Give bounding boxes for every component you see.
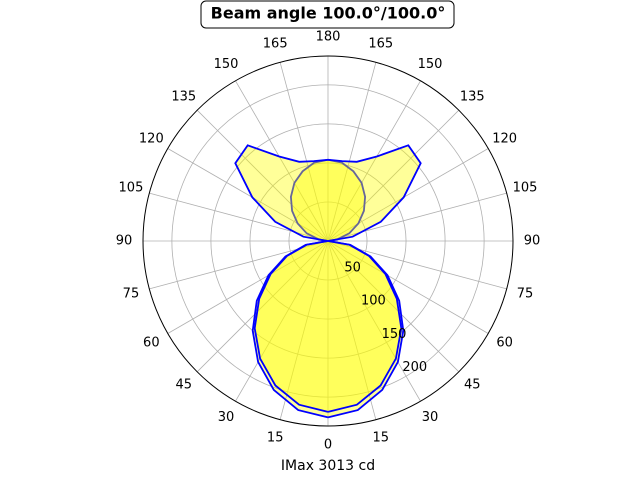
- grid-line: [196, 240, 329, 373]
- theta-tick-label: 165: [368, 36, 393, 51]
- grid-line: [167, 240, 329, 334]
- grid-line: [279, 240, 329, 420]
- r-tick-label: 200: [402, 360, 427, 375]
- theta-tick-label: 15: [373, 431, 390, 446]
- series-area: [252, 159, 328, 418]
- grid-line: [235, 240, 329, 402]
- grid-line: [279, 62, 329, 242]
- r-tick-label: 100: [361, 294, 386, 309]
- theta-tick-label: 30: [218, 410, 235, 425]
- theta-tick-label: 120: [492, 132, 517, 147]
- theta-tick-label: 45: [175, 378, 192, 393]
- grid-line: [167, 148, 329, 242]
- theta-tick-label: 150: [418, 57, 443, 72]
- title-box: [200, 0, 455, 29]
- grid-line: [327, 240, 421, 402]
- x-axis-label: IMax 3013 cd: [281, 458, 375, 474]
- theta-tick-label: 15: [267, 431, 284, 446]
- theta-tick-label: 90: [116, 234, 133, 249]
- theta-tick-label: 135: [171, 89, 196, 104]
- theta-tick-label: 60: [496, 336, 513, 351]
- r-tick-label: 150: [382, 327, 407, 342]
- grid-line: [327, 62, 377, 242]
- r-tick-label: 50: [344, 261, 361, 276]
- grid-line: [327, 240, 460, 373]
- theta-tick-label: 90: [524, 234, 541, 249]
- series-area: [328, 159, 404, 418]
- theta-tick-label: 75: [123, 286, 140, 301]
- grid-line: [327, 240, 377, 420]
- series-line: [234, 144, 329, 413]
- theta-tick-label: 0: [324, 438, 332, 453]
- theta-tick-label: 135: [460, 89, 485, 104]
- theta-tick-label: 180: [316, 30, 341, 45]
- grid-line: [235, 80, 329, 242]
- grid-line: [327, 109, 460, 242]
- theta-tick-label: 120: [139, 132, 164, 147]
- theta-tick-label: 165: [263, 36, 288, 51]
- theta-tick-label: 105: [513, 181, 538, 196]
- theta-tick-label: 60: [143, 336, 160, 351]
- theta-tick-label: 105: [119, 181, 144, 196]
- polar-frame: [142, 55, 514, 427]
- theta-tick-label: 30: [422, 410, 439, 425]
- grid-line: [196, 109, 329, 242]
- theta-tick-label: 75: [517, 286, 534, 301]
- theta-tick-label: 150: [214, 57, 239, 72]
- theta-tick-label: 45: [464, 378, 481, 393]
- grid-line: [327, 80, 421, 242]
- chart-title: Beam angle 100.0°/100.0°: [211, 4, 446, 23]
- grid-line: [327, 148, 489, 242]
- grid-line: [327, 240, 489, 334]
- series-area: [235, 145, 328, 412]
